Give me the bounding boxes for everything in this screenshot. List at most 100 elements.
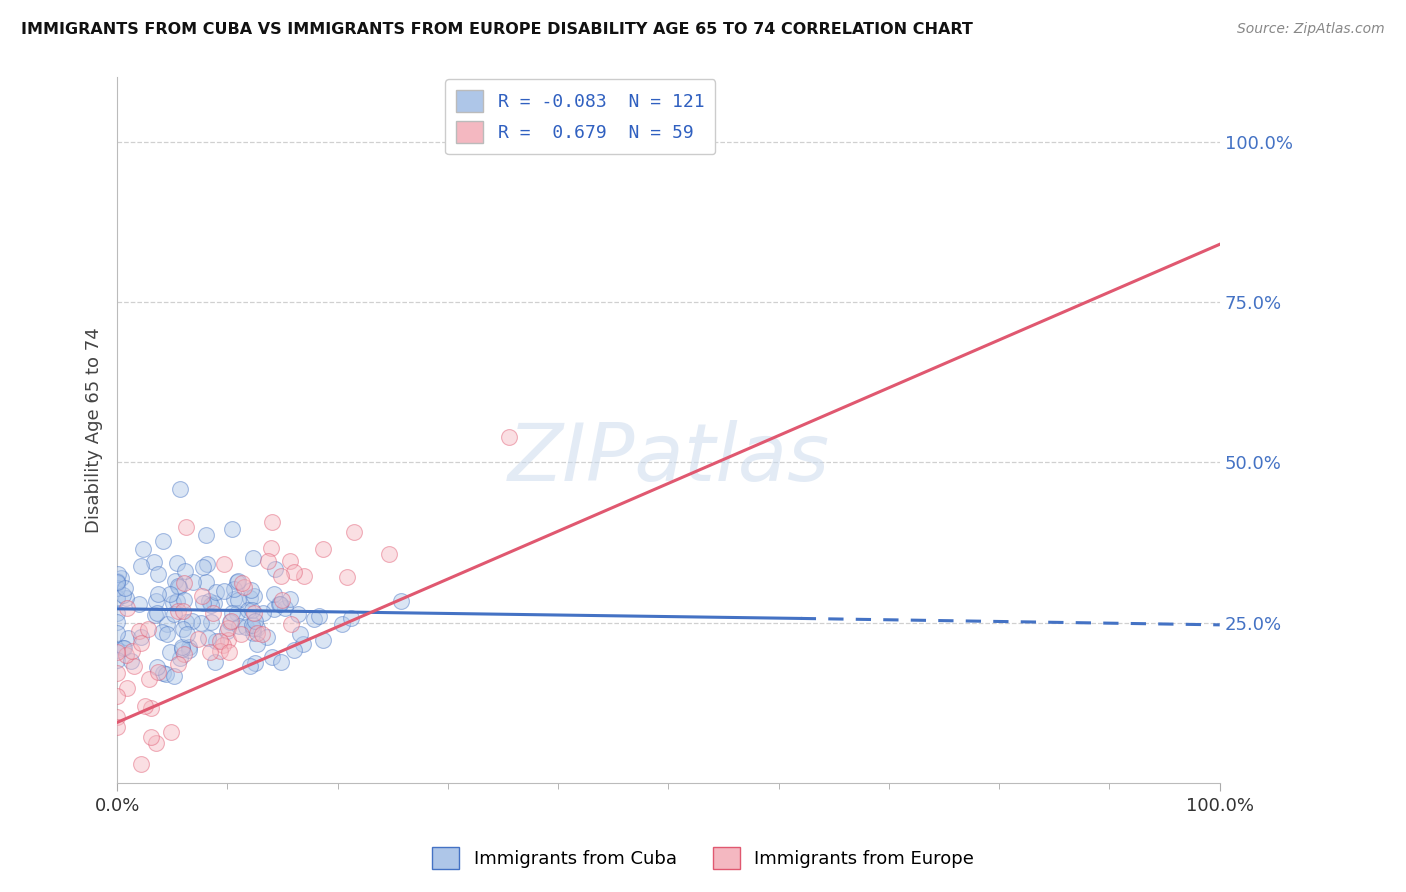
Point xyxy=(287,607,309,622)
Point xyxy=(132,541,155,556)
Point xyxy=(195,574,218,589)
Point xyxy=(128,597,150,611)
Point xyxy=(167,604,190,618)
Point xyxy=(105,615,128,629)
Point xyxy=(226,606,249,620)
Point xyxy=(139,730,162,744)
Point xyxy=(173,593,195,607)
Point xyxy=(204,633,226,648)
Point xyxy=(105,582,128,596)
Point xyxy=(165,574,187,588)
Text: IMMIGRANTS FROM CUBA VS IMMIGRANTS FROM EUROPE DISABILITY AGE 65 TO 74 CORRELATI: IMMIGRANTS FROM CUBA VS IMMIGRANTS FROM … xyxy=(21,22,973,37)
Point xyxy=(167,579,190,593)
Point xyxy=(111,588,134,602)
Point xyxy=(302,612,325,626)
Point xyxy=(239,582,262,597)
Point xyxy=(172,604,194,618)
Text: ZIPatlas: ZIPatlas xyxy=(508,419,830,498)
Point xyxy=(129,636,152,650)
Point xyxy=(110,571,132,585)
Point xyxy=(163,669,186,683)
Legend: R = -0.083  N = 121, R =  0.679  N = 59: R = -0.083 N = 121, R = 0.679 N = 59 xyxy=(446,79,716,154)
Point xyxy=(225,575,247,590)
Point xyxy=(209,644,232,658)
Point xyxy=(167,657,190,672)
Point xyxy=(292,637,315,651)
Point xyxy=(129,630,152,644)
Point xyxy=(176,626,198,640)
Point xyxy=(191,560,214,574)
Point xyxy=(143,555,166,569)
Point xyxy=(141,700,163,714)
Point xyxy=(136,622,159,636)
Point xyxy=(243,614,266,628)
Point xyxy=(152,533,174,548)
Point xyxy=(378,547,401,561)
Point xyxy=(294,569,316,583)
Point xyxy=(263,586,285,600)
Point xyxy=(148,665,170,680)
Point xyxy=(105,690,128,704)
Point xyxy=(260,650,283,665)
Point xyxy=(105,645,128,659)
Point xyxy=(219,614,242,628)
Point xyxy=(260,515,283,529)
Point xyxy=(105,653,128,667)
Point xyxy=(107,567,129,582)
Point xyxy=(312,633,335,648)
Point xyxy=(222,591,245,606)
Point xyxy=(173,647,195,661)
Point xyxy=(115,601,138,615)
Point xyxy=(259,541,281,555)
Point xyxy=(240,618,263,632)
Point xyxy=(221,522,243,536)
Point xyxy=(152,665,174,680)
Point xyxy=(217,632,239,647)
Point xyxy=(105,591,128,605)
Point xyxy=(202,596,225,610)
Point xyxy=(159,724,181,739)
Point xyxy=(215,624,238,638)
Point xyxy=(172,622,194,636)
Point xyxy=(166,556,188,570)
Point xyxy=(191,589,214,603)
Point xyxy=(212,584,235,599)
Point xyxy=(228,619,250,633)
Point xyxy=(217,621,239,635)
Point xyxy=(221,607,243,621)
Point xyxy=(177,640,200,654)
Point xyxy=(197,632,219,646)
Point xyxy=(239,658,262,673)
Point xyxy=(159,587,181,601)
Point xyxy=(195,557,218,571)
Point xyxy=(114,581,136,595)
Point xyxy=(200,615,222,629)
Point xyxy=(389,594,412,608)
Point xyxy=(198,645,221,659)
Point xyxy=(122,659,145,673)
Point xyxy=(211,639,233,653)
Point xyxy=(198,594,221,608)
Point xyxy=(169,482,191,496)
Point xyxy=(239,591,262,605)
Point xyxy=(128,624,150,639)
Point xyxy=(105,665,128,680)
Point xyxy=(129,559,152,574)
Point xyxy=(200,598,222,612)
Point xyxy=(228,593,250,607)
Point xyxy=(233,580,256,594)
Point xyxy=(274,600,297,615)
Point xyxy=(242,550,264,565)
Point xyxy=(201,606,224,620)
Point xyxy=(229,627,252,641)
Point xyxy=(343,525,366,540)
Point xyxy=(270,569,292,583)
Point xyxy=(283,565,305,579)
Point xyxy=(269,597,291,611)
Point xyxy=(117,631,139,645)
Point xyxy=(145,594,167,608)
Point xyxy=(146,587,169,601)
Point xyxy=(190,616,212,631)
Point xyxy=(231,576,253,591)
Point xyxy=(169,651,191,665)
